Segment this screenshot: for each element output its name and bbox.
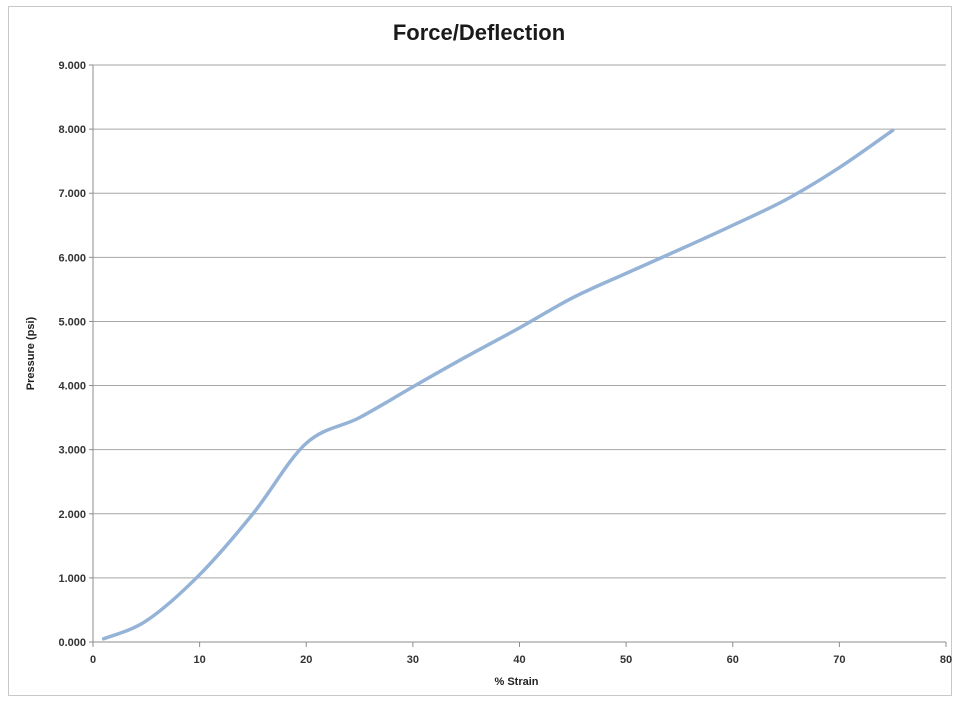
x-tick-label: 50: [620, 654, 632, 666]
axes: [89, 64, 947, 647]
y-tick-label: 3.000: [58, 445, 86, 457]
y-tick-label: 7.000: [58, 188, 86, 200]
x-tick-label: 10: [194, 654, 206, 666]
y-tick-label: 4.000: [58, 381, 86, 393]
series-line: [101, 128, 895, 641]
y-axis-title: Pressure (psi): [25, 316, 37, 390]
x-tick-label: 80: [940, 654, 952, 666]
y-tick-label: 6.000: [58, 252, 86, 264]
chart-title: Force/Deflection: [393, 20, 565, 45]
x-tick-label: 30: [407, 654, 419, 666]
y-tick-label: 9.000: [58, 60, 86, 72]
y-tick-label: 8.000: [58, 124, 86, 136]
x-axis-title: % Strain: [494, 676, 538, 688]
x-tick-labels: 0 10 20 30 40 50 60 70 80: [90, 654, 952, 666]
y-tick-labels: 0.000 1.000 2.000 3.000 4.000 5.000 6.000 7.000…: [58, 60, 86, 649]
x-tick-label: 20: [300, 654, 312, 666]
y-tick-label: 1.000: [58, 573, 86, 585]
x-tick-label: 0: [90, 654, 96, 666]
y-tick-label: 2.000: [58, 509, 86, 521]
x-tick-label: 60: [727, 654, 739, 666]
grid-lines: [93, 64, 946, 579]
series-layer: [101, 128, 895, 641]
x-tick-label: 40: [513, 654, 525, 666]
y-tick-label: 5.000: [58, 316, 86, 328]
y-tick-label: 0.000: [58, 637, 86, 649]
x-tick-label: 70: [833, 654, 845, 666]
